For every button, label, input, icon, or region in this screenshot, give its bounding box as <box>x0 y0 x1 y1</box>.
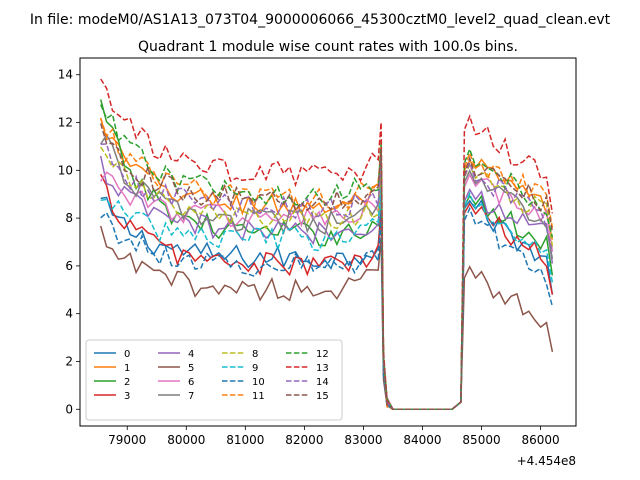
y-tick-label: 4 <box>65 307 73 321</box>
series-line-9 <box>100 186 554 411</box>
legend-label-8: 8 <box>252 349 258 360</box>
legend-label-4: 4 <box>188 349 194 360</box>
legend-label-3: 3 <box>124 391 130 402</box>
y-tick-label: 0 <box>65 402 73 416</box>
y-tick-label: 10 <box>58 163 73 177</box>
y-tick-label: 8 <box>65 211 73 225</box>
legend-label-5: 5 <box>188 363 194 374</box>
series-lines <box>99 78 554 411</box>
legend-label-2: 2 <box>124 377 130 388</box>
series-line-5 <box>99 225 554 411</box>
legend-label-12: 12 <box>316 349 329 360</box>
y-tick-label: 2 <box>65 354 73 368</box>
x-tick-label: 83000 <box>344 433 382 447</box>
legend-label-7: 7 <box>188 391 194 402</box>
figure-suptitle: In file: modeM0/AS1A13_073T04_9000006066… <box>30 12 611 28</box>
series-line-4 <box>99 155 554 411</box>
x-tick-label: 81000 <box>226 433 264 447</box>
legend-label-14: 14 <box>316 377 329 388</box>
x-tick-label: 84000 <box>403 433 441 447</box>
x-tick-label: 80000 <box>167 433 205 447</box>
series-line-3 <box>100 174 554 411</box>
series-line-15 <box>99 123 554 411</box>
series-line-7 <box>100 133 554 411</box>
x-axis-offset-label: +4.454e8 <box>517 454 576 468</box>
x-tick-label: 85000 <box>462 433 500 447</box>
legend-label-1: 1 <box>124 363 130 374</box>
legend-label-9: 9 <box>252 363 258 374</box>
plot-frame <box>79 57 577 427</box>
legend-label-15: 15 <box>316 391 329 402</box>
y-tick-label: 6 <box>65 259 73 273</box>
chart-title: Quadrant 1 module wise count rates with … <box>138 39 518 55</box>
x-tick-label: 86000 <box>521 433 559 447</box>
x-axis-ticks: 79000 80000 81000 82000 83000 84000 85000 86000 <box>108 426 560 447</box>
x-tick-label: 82000 <box>285 433 323 447</box>
series-line-8 <box>100 146 554 411</box>
y-axis-ticks: 0 2 4 6 8 10 12 14 <box>58 68 80 416</box>
legend-label-10: 10 <box>252 377 265 388</box>
legend-label-6: 6 <box>188 377 194 388</box>
legend-label-0: 0 <box>124 349 130 360</box>
series-line-13 <box>100 78 554 411</box>
y-tick-label: 14 <box>58 68 73 82</box>
series-line-10 <box>100 206 554 411</box>
x-tick-label: 79000 <box>108 433 146 447</box>
series-line-14 <box>100 143 554 411</box>
legend-box <box>85 339 343 421</box>
y-tick-label: 12 <box>58 116 73 130</box>
legend-label-11: 11 <box>252 391 265 402</box>
legend-label-13: 13 <box>316 363 329 374</box>
